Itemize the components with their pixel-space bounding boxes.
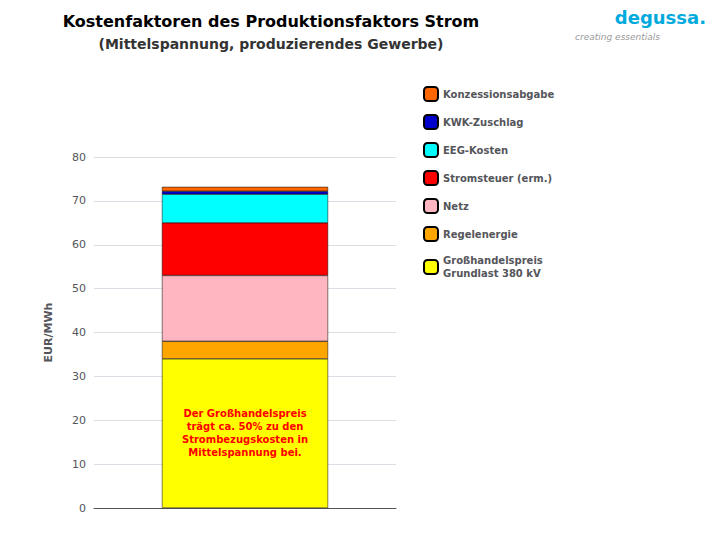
svg-text:Der Großhandelspreis: Der Großhandelspreis [183, 408, 306, 419]
svg-text:degussa.: degussa. [615, 7, 706, 28]
svg-text:50: 50 [72, 282, 86, 295]
svg-text:EUR/MWh: EUR/MWh [42, 303, 55, 363]
svg-text:0: 0 [79, 502, 86, 515]
svg-text:40: 40 [72, 326, 86, 339]
svg-text:KWK-Zuschlag: KWK-Zuschlag [443, 117, 524, 128]
svg-text:30: 30 [72, 370, 86, 383]
svg-text:EEG-Kosten: EEG-Kosten [443, 145, 508, 156]
svg-text:70: 70 [72, 194, 86, 207]
svg-text:20: 20 [72, 414, 86, 427]
svg-text:Grundlast 380 kV: Grundlast 380 kV [443, 268, 541, 279]
svg-text:Kostenfaktoren des Produktions: Kostenfaktoren des Produktionsfaktors St… [63, 12, 480, 31]
svg-text:Konzessionsabgabe: Konzessionsabgabe [443, 89, 554, 100]
svg-text:60: 60 [72, 238, 86, 251]
svg-text:Stromsteuer (erm.): Stromsteuer (erm.) [443, 173, 552, 184]
svg-text:Regelenergie: Regelenergie [443, 229, 518, 240]
svg-text:(Mittelspannung, produzierende: (Mittelspannung, produzierendes Gewerbe) [99, 36, 444, 52]
svg-text:Netz: Netz [443, 201, 469, 212]
svg-text:Strombezugskosten in: Strombezugskosten in [182, 434, 308, 445]
svg-text:10: 10 [72, 458, 86, 471]
svg-text:80: 80 [72, 151, 86, 164]
svg-text:creating essentials: creating essentials [575, 32, 660, 42]
svg-text:Großhandelspreis: Großhandelspreis [443, 255, 543, 266]
svg-text:trägt ca. 50% zu den: trägt ca. 50% zu den [187, 421, 304, 432]
svg-text:Mittelspannung bei.: Mittelspannung bei. [188, 447, 301, 458]
